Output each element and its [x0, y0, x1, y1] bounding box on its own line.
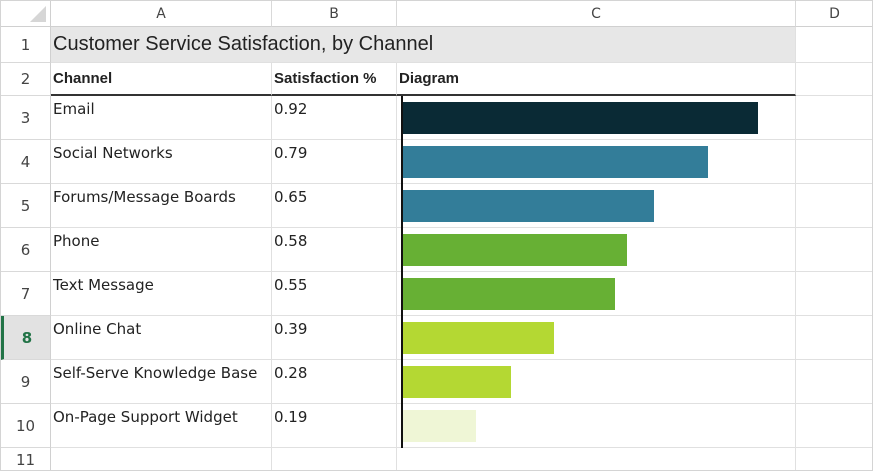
row-header-9[interactable]: 9 [1, 360, 51, 404]
row-header-6[interactable]: 6 [1, 228, 51, 272]
satisfaction-cell[interactable]: 0.55 [272, 272, 397, 316]
row-header-7[interactable]: 7 [1, 272, 51, 316]
row-11-cell[interactable] [272, 448, 397, 470]
cell-d2[interactable] [796, 63, 872, 96]
row-header-10[interactable]: 10 [1, 404, 51, 448]
cell-d[interactable] [796, 360, 872, 404]
row-header-2[interactable]: 2 [1, 63, 51, 96]
title-cell[interactable]: Customer Service Satisfaction, by Channe… [51, 27, 796, 63]
channel-cell[interactable]: Self-Serve Knowledge Base [51, 360, 272, 404]
row-header-4[interactable]: 4 [1, 140, 51, 184]
cell-d[interactable] [796, 140, 872, 184]
row-11-cell[interactable] [796, 448, 872, 470]
diagram-cell[interactable] [397, 228, 796, 272]
row-header-11[interactable]: 11 [1, 448, 51, 470]
cell-d[interactable] [796, 184, 872, 228]
diagram-cell[interactable] [397, 404, 796, 448]
header-satisfaction[interactable]: Satisfaction % [272, 63, 397, 96]
header-diagram[interactable]: Diagram [397, 63, 796, 96]
cell-d1[interactable] [796, 27, 872, 63]
cell-d[interactable] [796, 96, 872, 140]
bar-email [403, 102, 759, 134]
channel-cell[interactable]: Phone [51, 228, 272, 272]
bar-self-serve-knowledge-base [403, 366, 512, 398]
bar-phone [403, 234, 627, 266]
row-11-cell[interactable] [397, 448, 796, 470]
diagram-cell[interactable] [397, 96, 796, 140]
satisfaction-cell[interactable]: 0.58 [272, 228, 397, 272]
channel-cell[interactable]: Text Message [51, 272, 272, 316]
bar-axis [401, 96, 403, 448]
row-header-8[interactable]: 8 [1, 316, 51, 360]
row-header-1[interactable]: 1 [1, 27, 51, 63]
bar-on-page-support-widget [403, 410, 477, 442]
channel-cell[interactable]: Online Chat [51, 316, 272, 360]
satisfaction-cell[interactable]: 0.65 [272, 184, 397, 228]
diagram-cell[interactable] [397, 360, 796, 404]
channel-cell[interactable]: Forums/Message Boards [51, 184, 272, 228]
bar-forums-message-boards [403, 190, 654, 222]
bar-social-networks [403, 146, 708, 178]
diagram-cell[interactable] [397, 184, 796, 228]
row-11-cell[interactable] [51, 448, 272, 470]
channel-cell[interactable]: Email [51, 96, 272, 140]
cell-d[interactable] [796, 272, 872, 316]
channel-cell[interactable]: Social Networks [51, 140, 272, 184]
satisfaction-cell[interactable]: 0.92 [272, 96, 397, 140]
column-header-c[interactable]: C [397, 1, 796, 27]
satisfaction-cell[interactable]: 0.28 [272, 360, 397, 404]
satisfaction-cell[interactable]: 0.39 [272, 316, 397, 360]
cell-d[interactable] [796, 404, 872, 448]
column-header-b[interactable]: B [272, 1, 397, 27]
satisfaction-cell[interactable]: 0.79 [272, 140, 397, 184]
bar-text-message [403, 278, 616, 310]
channel-cell[interactable]: On-Page Support Widget [51, 404, 272, 448]
diagram-cell[interactable] [397, 272, 796, 316]
cell-d[interactable] [796, 316, 872, 360]
bar-online-chat [403, 322, 554, 354]
row-header-3[interactable]: 3 [1, 96, 51, 140]
row-header-5[interactable]: 5 [1, 184, 51, 228]
header-channel[interactable]: Channel [51, 63, 272, 96]
column-header-d[interactable]: D [796, 1, 872, 27]
cell-d[interactable] [796, 228, 872, 272]
diagram-cell[interactable] [397, 140, 796, 184]
column-header-a[interactable]: A [51, 1, 272, 27]
diagram-cell[interactable] [397, 316, 796, 360]
select-all-button[interactable] [1, 1, 51, 27]
satisfaction-cell[interactable]: 0.19 [272, 404, 397, 448]
